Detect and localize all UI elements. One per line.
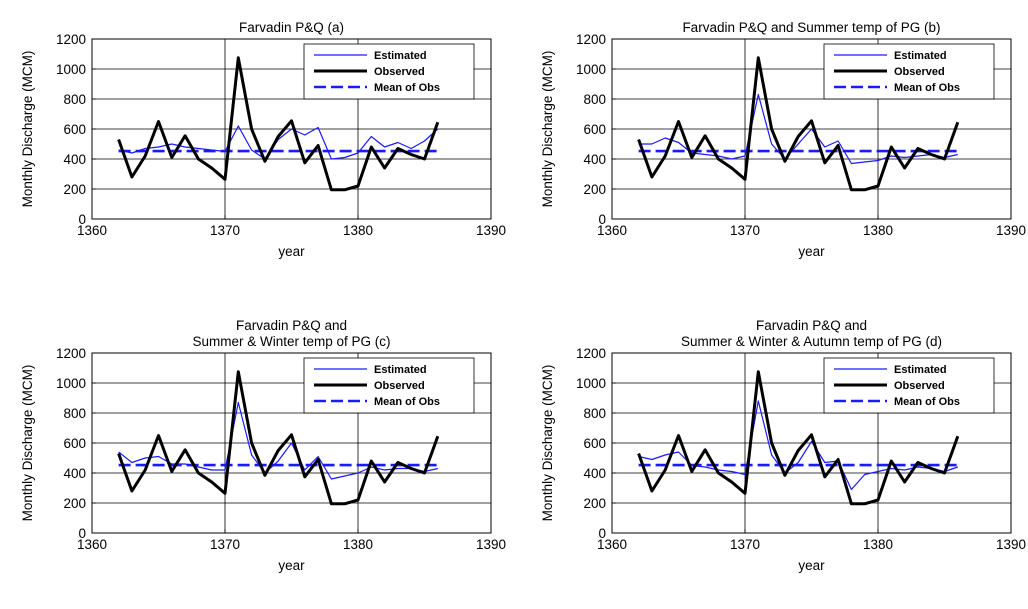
x-tick-label: 1360 [77,537,107,552]
y-axis-label: Monthly Discharge (MCM) [20,51,35,208]
series-observed-line [637,56,960,192]
y-tick-label: 600 [583,436,606,451]
x-tick-label: 1360 [597,223,627,238]
legend-label: Estimated [374,50,427,62]
legend-label: Estimated [374,364,427,376]
panel-title: Farvadin P&Q (a) [239,20,344,35]
y-tick-label: 800 [583,92,606,107]
panel-title: Summer & Winter & Autumn temp of PG (d) [681,334,942,349]
panel-title: Farvadin P&Q and Summer temp of PG (b) [682,20,940,35]
y-tick-label: 600 [63,122,86,137]
y-tick-label: 200 [583,496,606,511]
axes-frame [611,352,1012,534]
panel-a: Farvadin P&Q (a) 1360 1370 1380 1390 0 200 400 6… [20,20,506,259]
y-tick-label: 1200 [56,32,86,47]
y-tick-label: 200 [583,182,606,197]
x-tick-label: 1380 [343,223,373,238]
y-axis-label: Monthly Discharge (MCM) [540,365,555,522]
axes-frame [91,38,492,220]
x-tick-label: 1370 [210,223,240,238]
panel-b: Farvadin P&Q and Summer temp of PG (b) 13… [540,20,1026,259]
y-tick-label: 600 [583,122,606,137]
y-tick-label: 800 [63,92,86,107]
legend-label: Mean of Obs [894,82,960,94]
legend: Estimated Observed Mean of Obs [823,357,995,414]
legend: Estimated Observed Mean of Obs [303,357,475,414]
axes-frame [91,352,492,534]
y-tick-label: 800 [583,406,606,421]
panel-title: Summer & Winter temp of PG (c) [192,334,390,349]
x-tick-label: 1380 [863,223,893,238]
series-estimated-line [118,401,438,480]
y-tick-label: 0 [598,526,606,541]
legend-label: Observed [374,380,425,392]
series-observed-line [117,370,440,506]
x-tick-label: 1390 [476,223,506,238]
x-tick-label: 1390 [996,537,1026,552]
y-tick-label: 200 [63,182,86,197]
x-tick-label: 1390 [476,537,506,552]
x-tick-label: 1380 [343,537,373,552]
x-axis-label: year [798,244,825,259]
y-tick-label: 400 [63,152,86,167]
x-tick-label: 1360 [597,537,627,552]
legend-label: Mean of Obs [894,396,960,408]
y-tick-label: 1000 [56,376,86,391]
y-axis-label: Monthly Discharge (MCM) [540,51,555,208]
y-axis-label: Monthly Discharge (MCM) [20,365,35,522]
y-tick-label: 0 [78,212,86,227]
panel-title: Farvadin P&Q and [236,318,347,333]
y-tick-label: 1000 [576,376,606,391]
x-tick-label: 1380 [863,537,893,552]
legend-label: Estimated [894,364,947,376]
y-tick-label: 400 [583,152,606,167]
y-tick-label: 600 [63,436,86,451]
legend-label: Observed [374,66,425,78]
legend-label: Observed [894,66,945,78]
series-observed-line [637,370,960,506]
series-estimated-line [638,93,958,165]
y-tick-label: 400 [63,466,86,481]
y-tick-label: 200 [63,496,86,511]
legend-label: Mean of Obs [374,82,440,94]
x-tick-label: 1370 [730,537,760,552]
y-tick-label: 0 [78,526,86,541]
y-tick-label: 1200 [56,346,86,361]
y-tick-label: 1000 [576,62,606,77]
y-tick-label: 1200 [576,32,606,47]
legend-label: Observed [894,380,945,392]
x-tick-label: 1390 [996,223,1026,238]
x-axis-label: year [278,244,305,259]
x-axis-label: year [278,558,305,573]
y-tick-label: 0 [598,212,606,227]
legend-label: Mean of Obs [374,396,440,408]
series-observed-line [117,56,440,192]
y-tick-label: 400 [583,466,606,481]
series-estimated-line [638,400,958,491]
legend: Estimated Observed Mean of Obs [303,43,475,100]
x-tick-label: 1370 [210,537,240,552]
x-tick-label: 1370 [730,223,760,238]
axes-frame [611,38,1012,220]
x-tick-label: 1360 [77,223,107,238]
legend-label: Estimated [894,50,947,62]
panel-title: Farvadin P&Q and [756,318,867,333]
y-tick-label: 1000 [56,62,86,77]
y-tick-label: 1200 [576,346,606,361]
legend: Estimated Observed Mean of Obs [823,43,995,100]
x-axis-label: year [798,558,825,573]
y-tick-label: 800 [63,406,86,421]
